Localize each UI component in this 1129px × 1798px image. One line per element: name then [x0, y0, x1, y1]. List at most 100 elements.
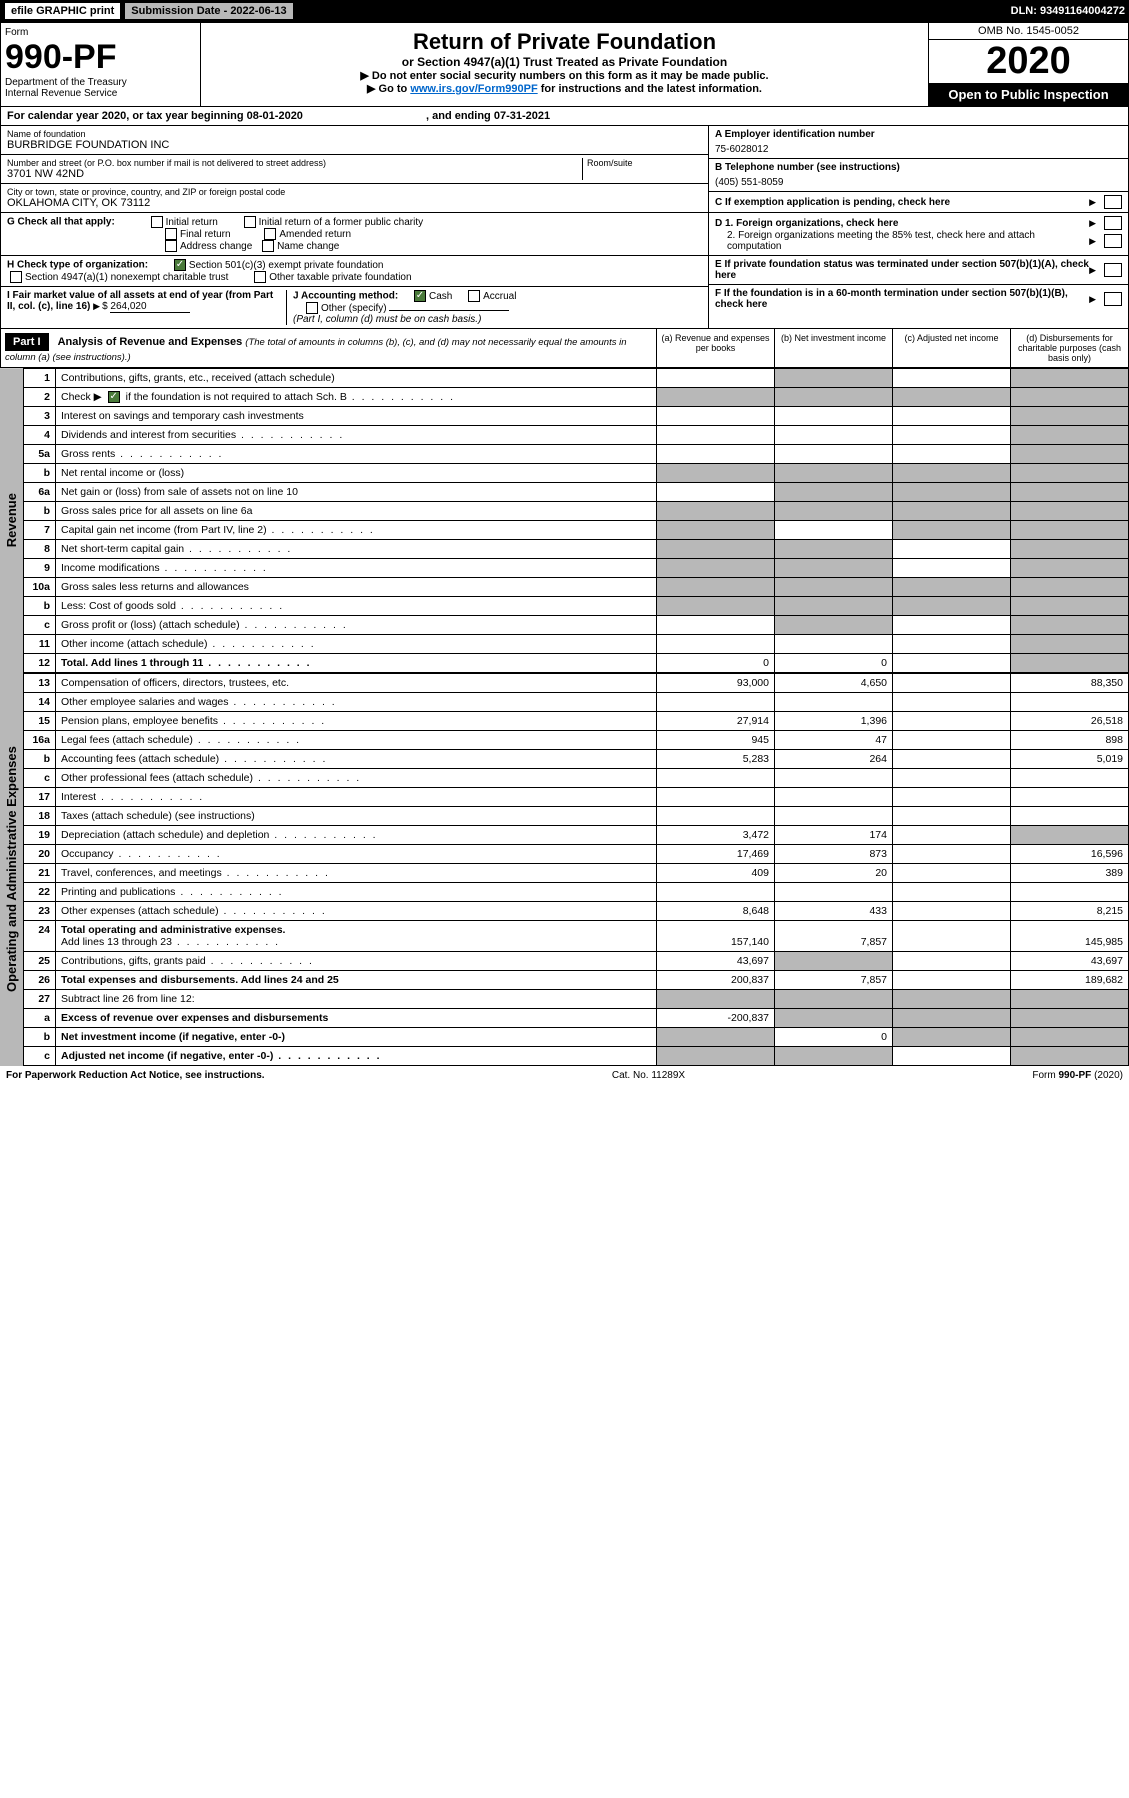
row-27a: aExcess of revenue over expenses and dis… — [24, 1009, 1129, 1028]
g-final: Final return — [180, 229, 231, 240]
row-14: 14Other employee salaries and wages — [24, 693, 1129, 712]
v16ab: 47 — [775, 731, 893, 750]
g-initial-former: Initial return of a former public charit… — [259, 217, 424, 228]
row-27c: cAdjusted net income (if negative, enter… — [24, 1047, 1129, 1066]
cb-d2[interactable] — [1104, 234, 1122, 248]
org-city: OKLAHOMA CITY, OK 73112 — [7, 197, 702, 209]
r10c-desc: Gross profit or (loss) (attach schedule) — [56, 616, 657, 635]
cb-c[interactable] — [1104, 195, 1122, 209]
v23a: 8,648 — [657, 902, 775, 921]
a-cell: A Employer identification number 75-6028… — [709, 126, 1128, 159]
v13a: 93,000 — [657, 674, 775, 693]
r16a-desc: Legal fees (attach schedule) — [56, 731, 657, 750]
omb-number: OMB No. 1545-0052 — [929, 23, 1128, 40]
addr-cell: Number and street (or P.O. box number if… — [1, 155, 708, 184]
g-amended: Amended return — [279, 229, 351, 240]
row-6b: bGross sales price for all assets on lin… — [24, 502, 1129, 521]
row-20: 20Occupancy17,46987316,596 — [24, 845, 1129, 864]
r24b: Add lines 13 through 23 — [61, 936, 280, 948]
cb-initial-former[interactable] — [244, 216, 256, 228]
cb-other-method[interactable] — [306, 302, 318, 314]
cb-final[interactable] — [165, 228, 177, 240]
r5b-desc: Net rental income or (loss) — [56, 464, 657, 483]
r11-desc: Other income (attach schedule) — [56, 635, 657, 654]
row-24: 24Total operating and administrative exp… — [24, 921, 1129, 952]
row-23: 23Other expenses (attach schedule)8,6484… — [24, 902, 1129, 921]
r27a-desc: Excess of revenue over expenses and disb… — [56, 1009, 657, 1028]
r6b-desc: Gross sales price for all assets on line… — [56, 502, 657, 521]
r3-desc: Interest on savings and temporary cash i… — [56, 407, 657, 426]
phone-value: (405) 551-8059 — [715, 173, 1122, 188]
c-label: C If exemption application is pending, c… — [715, 197, 1089, 208]
city-cell: City or town, state or province, country… — [1, 184, 708, 213]
cal-end: 07-31-2021 — [494, 110, 550, 122]
row-11: 11Other income (attach schedule) — [24, 635, 1129, 654]
v16ad: 898 — [1011, 731, 1129, 750]
v26a: 200,837 — [657, 971, 775, 990]
d1-label: D 1. Foreign organizations, check here — [715, 218, 1089, 229]
r12-desc: Total. Add lines 1 through 11 — [56, 654, 657, 673]
v24d: 145,985 — [1011, 921, 1129, 952]
v27aa: -200,837 — [657, 1009, 775, 1028]
cb-d1[interactable] — [1104, 216, 1122, 230]
b-label: B Telephone number (see instructions) — [715, 162, 1122, 173]
form-subtitle: or Section 4947(a)(1) Trust Treated as P… — [207, 55, 922, 69]
cb-name-change[interactable] — [262, 240, 274, 252]
g-addr-change: Address change — [180, 241, 252, 252]
j-cash: Cash — [429, 291, 452, 302]
cal-mid: , and ending — [426, 110, 494, 122]
cb-initial[interactable] — [151, 216, 163, 228]
cb-e[interactable] — [1104, 263, 1122, 277]
v13b: 4,650 — [775, 674, 893, 693]
addr-label: Number and street (or P.O. box number if… — [7, 158, 582, 168]
row-16c: cOther professional fees (attach schedul… — [24, 769, 1129, 788]
g-initial: Initial return — [166, 217, 218, 228]
j-note: (Part I, column (d) must be on cash basi… — [293, 314, 481, 325]
footer: For Paperwork Reduction Act Notice, see … — [0, 1066, 1129, 1085]
cb-f[interactable] — [1104, 292, 1122, 306]
form-header: Form 990-PF Department of the Treasury I… — [0, 22, 1129, 107]
row-7: 7Capital gain net income (from Part IV, … — [24, 521, 1129, 540]
v23b: 433 — [775, 902, 893, 921]
r26-desc: Total expenses and disbursements. Add li… — [56, 971, 657, 990]
row-10b: bLess: Cost of goods sold — [24, 597, 1129, 616]
v21a: 409 — [657, 864, 775, 883]
r1-desc: Contributions, gifts, grants, etc., rece… — [56, 369, 657, 388]
cb-cash[interactable] — [414, 290, 426, 302]
irs-link[interactable]: www.irs.gov/Form990PF — [410, 83, 537, 95]
col-d-header: (d) Disbursements for charitable purpose… — [1010, 329, 1128, 367]
v19a: 3,472 — [657, 826, 775, 845]
revenue-section: Revenue 1Contributions, gifts, grants, e… — [0, 368, 1129, 673]
r22-desc: Printing and publications — [56, 883, 657, 902]
col-a-header: (a) Revenue and expenses per books — [656, 329, 774, 367]
r2-desc: Check ▶ if the foundation is not require… — [56, 388, 657, 407]
row-5a: 5aGross rents — [24, 445, 1129, 464]
submission-date: Submission Date - 2022-06-13 — [125, 3, 292, 19]
form-number: 990-PF — [5, 38, 196, 77]
v25d: 43,697 — [1011, 952, 1129, 971]
cb-other-tax[interactable] — [254, 271, 266, 283]
r8-desc: Net short-term capital gain — [56, 540, 657, 559]
f-label: F If the foundation is in a 60-month ter… — [715, 288, 1089, 310]
cb-addr-change[interactable] — [165, 240, 177, 252]
form-left-box: Form 990-PF Department of the Treasury I… — [1, 23, 201, 106]
form-center: Return of Private Foundation or Section … — [201, 23, 928, 106]
r25-desc: Contributions, gifts, grants paid — [56, 952, 657, 971]
revenue-side-label: Revenue — [0, 368, 23, 673]
expenses-side-label: Operating and Administrative Expenses — [0, 673, 23, 1066]
form-note2: ▶ Go to www.irs.gov/Form990PF for instru… — [207, 82, 922, 95]
cb-501c3[interactable] — [174, 259, 186, 271]
expenses-table: 13Compensation of officers, directors, t… — [23, 673, 1129, 1066]
cb-4947[interactable] — [10, 271, 22, 283]
b-cell: B Telephone number (see instructions) (4… — [709, 159, 1128, 192]
cb-accrual[interactable] — [468, 290, 480, 302]
cb-amended[interactable] — [264, 228, 276, 240]
row-6a: 6aNet gain or (loss) from sale of assets… — [24, 483, 1129, 502]
v13d: 88,350 — [1011, 674, 1129, 693]
form-word: Form — [5, 27, 196, 38]
row-17: 17Interest — [24, 788, 1129, 807]
cb-schb[interactable] — [108, 391, 120, 403]
r15-desc: Pension plans, employee benefits — [56, 712, 657, 731]
r17-desc: Interest — [56, 788, 657, 807]
footer-form-num: 990-PF — [1059, 1070, 1092, 1081]
